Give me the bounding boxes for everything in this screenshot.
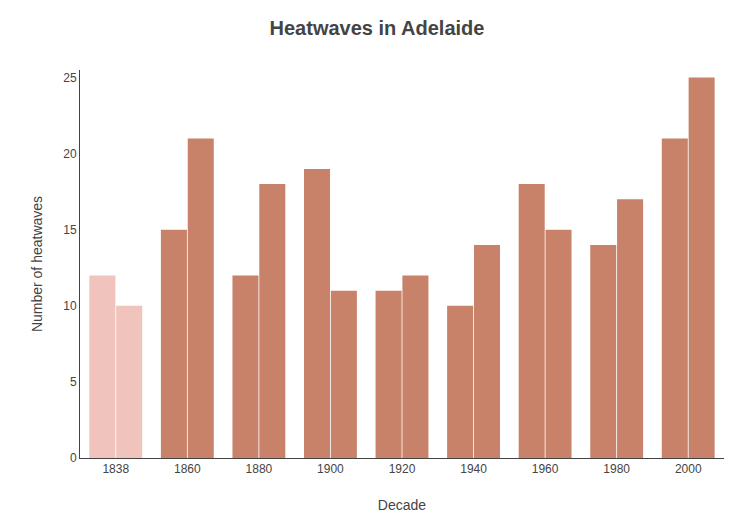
svg-text:1940: 1940 <box>460 462 487 476</box>
svg-text:15: 15 <box>63 223 77 237</box>
svg-text:1960: 1960 <box>532 462 559 476</box>
svg-text:Heatwaves in Adelaide: Heatwaves in Adelaide <box>270 17 485 39</box>
svg-text:10: 10 <box>63 299 77 313</box>
svg-text:1900: 1900 <box>317 462 344 476</box>
svg-text:1838: 1838 <box>102 462 129 476</box>
svg-text:25: 25 <box>63 71 77 85</box>
svg-text:1860: 1860 <box>174 462 201 476</box>
svg-text:5: 5 <box>70 375 77 389</box>
svg-text:1880: 1880 <box>246 462 273 476</box>
svg-text:1980: 1980 <box>603 462 630 476</box>
svg-text:0: 0 <box>70 451 77 465</box>
svg-text:2000: 2000 <box>675 462 702 476</box>
svg-text:Decade: Decade <box>378 497 426 513</box>
svg-text:Number of heatwaves: Number of heatwaves <box>29 196 45 332</box>
svg-text:1920: 1920 <box>389 462 416 476</box>
svg-text:20: 20 <box>63 147 77 161</box>
